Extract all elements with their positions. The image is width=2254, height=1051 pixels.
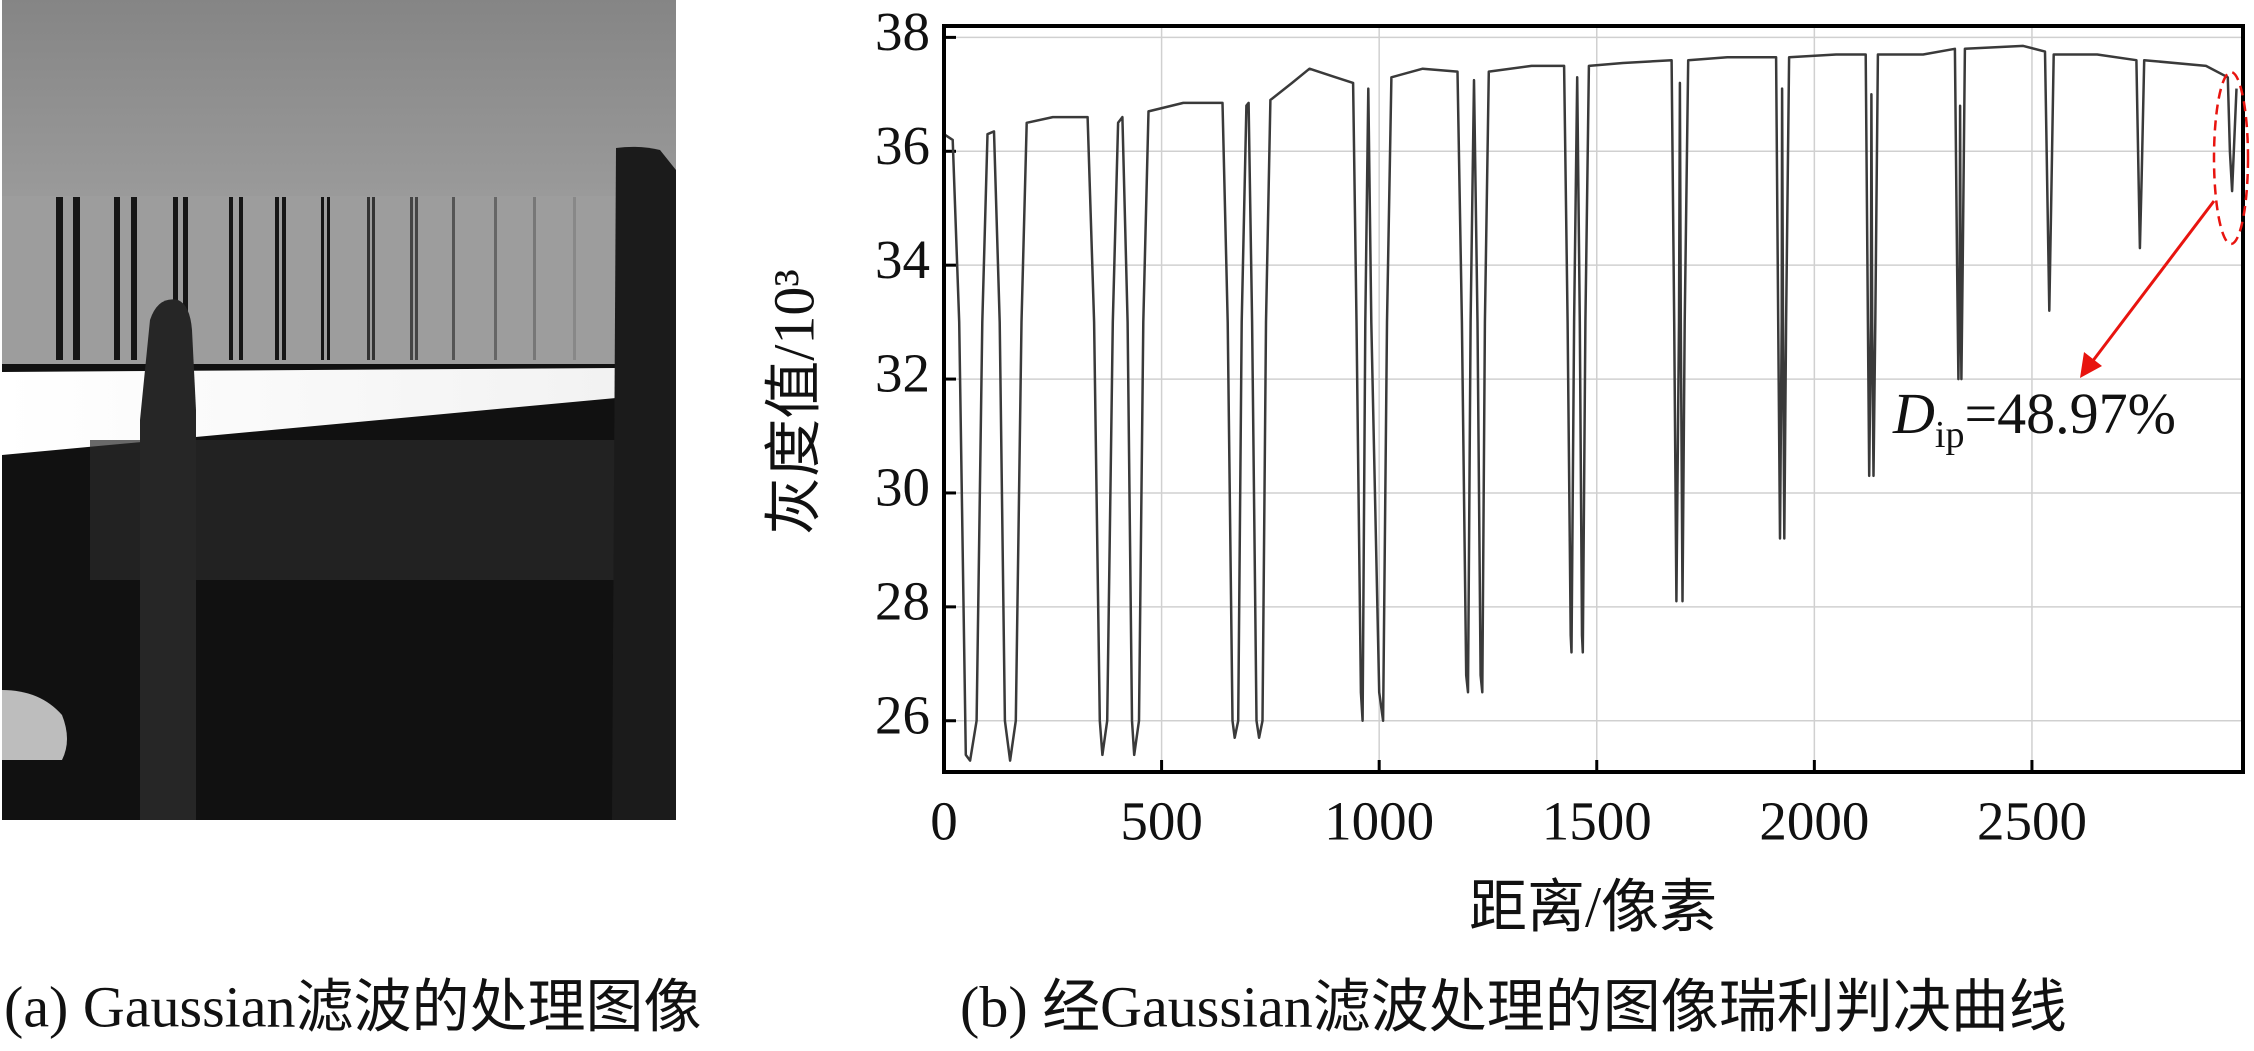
y-tick-label: 38 bbox=[875, 1, 930, 62]
y-tick-label: 34 bbox=[875, 229, 930, 290]
x-tick-label: 1500 bbox=[1542, 791, 1652, 852]
filtered-image bbox=[2, 0, 676, 820]
y-tick-label: 30 bbox=[875, 457, 930, 518]
highlight-ellipse bbox=[2212, 70, 2250, 246]
profile-line bbox=[943, 44, 2238, 762]
scale-band bbox=[2, 196, 616, 364]
plot: 26 28 30 32 34 36 38 0 500 1000 1500 2000 2500 bbox=[875, 1, 2250, 852]
plot-frame bbox=[942, 24, 2245, 774]
image-top bbox=[2, 0, 676, 196]
y-tick-label: 26 bbox=[875, 684, 930, 745]
caption-b: (b) 经Gaussian滤波处理的图像瑞利判决曲线 bbox=[960, 974, 2067, 1039]
x-axis-label: 距离/像素 bbox=[1469, 874, 1717, 939]
y-axis-label: 灰度值/10³ bbox=[761, 269, 826, 535]
annotation-symbol: D bbox=[1892, 381, 1935, 446]
x-tick-label: 1000 bbox=[1324, 791, 1434, 852]
y-tick-label: 28 bbox=[875, 570, 930, 631]
annotation-arrow bbox=[2090, 200, 2216, 363]
x-tick-label: 2500 bbox=[1977, 791, 2087, 852]
arrow-head bbox=[2080, 352, 2102, 378]
annotation: Dip=48.97% bbox=[1892, 381, 2176, 455]
annotation-text: =48.97% bbox=[1964, 381, 2176, 446]
x-tick-label: 500 bbox=[1120, 791, 1203, 852]
y-tick-label: 36 bbox=[875, 115, 930, 176]
line-pairs bbox=[56, 197, 576, 360]
bottom-disk bbox=[2, 690, 67, 760]
y-tick-label: 32 bbox=[875, 343, 930, 404]
caption-a: (a) Gaussian滤波的处理图像 bbox=[4, 974, 702, 1039]
annotation-subscript: ip bbox=[1935, 414, 1965, 456]
x-tick-label: 2000 bbox=[1759, 791, 1869, 852]
left-tooth bbox=[140, 299, 196, 820]
right-post bbox=[612, 146, 676, 820]
x-tick-label: 0 bbox=[930, 791, 958, 852]
